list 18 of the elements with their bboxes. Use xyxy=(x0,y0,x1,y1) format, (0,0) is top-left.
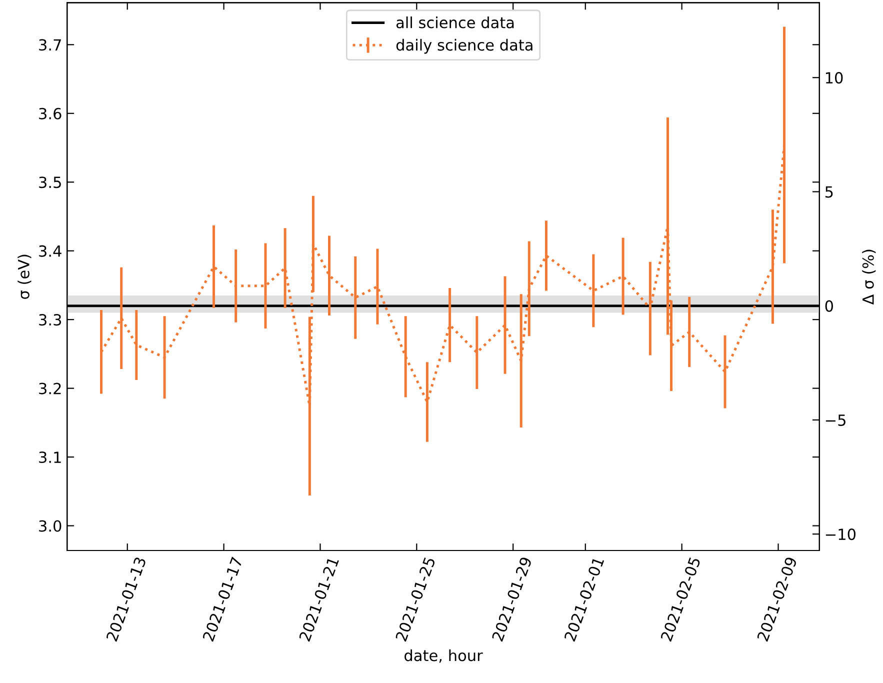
y2-tick-label: 0 xyxy=(825,300,833,312)
y-tick-label: 3.6 xyxy=(39,108,62,120)
y2-tick-label: 5 xyxy=(825,186,833,198)
y2-tick-label: −10 xyxy=(826,528,856,540)
x-axis-title: date, hour xyxy=(404,649,483,663)
y-tick-label: 3.0 xyxy=(39,520,62,532)
y2-axis-title: Δ σ (%) xyxy=(862,250,876,305)
y-axis-title: σ (eV) xyxy=(18,254,32,299)
y-tick-label: 3.7 xyxy=(39,39,61,51)
y-tick-label: 3.3 xyxy=(39,314,62,326)
legend-label: daily science data xyxy=(396,38,532,54)
y-tick-label: 3.4 xyxy=(39,245,62,257)
y2-tick-label: −5 xyxy=(826,414,846,426)
legend-label: all science data xyxy=(396,16,514,28)
y-tick-label: 3.2 xyxy=(39,382,61,394)
y-tick-label: 3.1 xyxy=(39,451,61,464)
y2-tick-label: 10 xyxy=(826,72,843,84)
y-tick-label: 3.5 xyxy=(39,176,61,188)
